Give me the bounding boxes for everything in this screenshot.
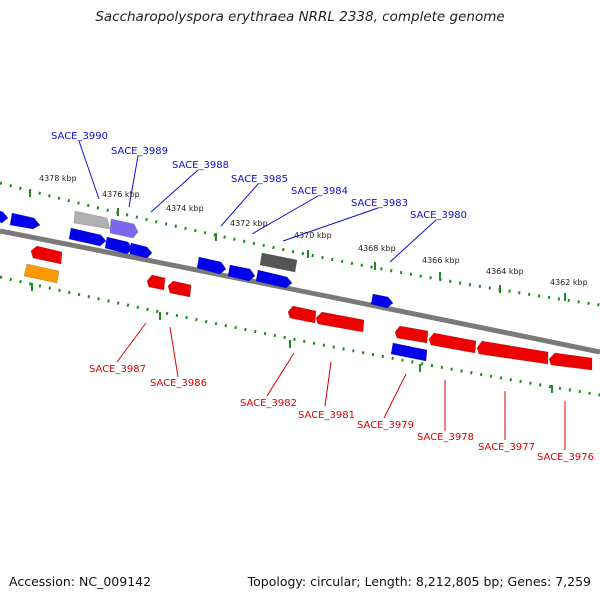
gene-label[interactable]: SACE_3990: [51, 131, 108, 142]
outer-major-ticks: [29, 189, 566, 301]
kbp-label: 4378 kbp: [39, 174, 77, 183]
gene-arrow[interactable]: [196, 256, 227, 275]
gene-arrow[interactable]: [129, 242, 153, 259]
gene-label[interactable]: SACE_3989: [111, 146, 168, 157]
kbp-label: 4368 kbp: [358, 244, 396, 253]
gene-arrow[interactable]: [476, 340, 549, 365]
kbp-label: 4370 kbp: [294, 231, 332, 240]
gene-label[interactable]: SACE_3978: [417, 432, 474, 443]
kbp-label: 4362 kbp: [550, 278, 588, 287]
gene-arrow[interactable]: [370, 293, 394, 309]
gene-label[interactable]: SACE_3988: [172, 160, 229, 171]
kbp-label: 4374 kbp: [166, 204, 204, 213]
gene-arrow[interactable]: [315, 311, 365, 333]
kbp-label: 4372 kbp: [230, 219, 268, 228]
kbp-label: 4376 kbp: [102, 190, 140, 199]
gene-arrow[interactable]: [73, 210, 111, 230]
gene-label[interactable]: SACE_3979: [357, 420, 414, 431]
gene-arrow[interactable]: [30, 245, 63, 265]
gene-label[interactable]: SACE_3976: [537, 452, 594, 463]
gene-arrow[interactable]: [167, 280, 192, 298]
gene-arrow[interactable]: [0, 210, 9, 224]
gene-arrow[interactable]: [548, 352, 593, 371]
gene-arrow[interactable]: [287, 305, 317, 324]
gene-label[interactable]: SACE_3980: [410, 210, 467, 221]
gene-arrow[interactable]: [9, 212, 41, 230]
gene-arrow[interactable]: [146, 274, 166, 291]
gene-arrow[interactable]: [255, 269, 293, 289]
gene-label[interactable]: SACE_3982: [240, 398, 297, 409]
genome-backbone: [0, 228, 600, 355]
accession-text: Accession: NC_009142: [9, 574, 152, 589]
gene-label[interactable]: SACE_3977: [478, 442, 535, 453]
gene-arrow[interactable]: [394, 325, 429, 344]
gene-arrow[interactable]: [23, 263, 60, 284]
gene-arrow[interactable]: [104, 236, 134, 255]
gene-arrow[interactable]: [227, 264, 256, 282]
page-title: Saccharopolyspora erythraea NRRL 2338, c…: [95, 9, 505, 25]
gene-arrow[interactable]: [390, 342, 428, 362]
gene-arrow[interactable]: [259, 252, 298, 273]
inner-major-ticks: [31, 283, 553, 393]
gene-label[interactable]: SACE_3984: [291, 186, 348, 197]
gene-label[interactable]: SACE_3987: [89, 364, 146, 375]
kbp-label: 4366 kbp: [422, 256, 460, 265]
gene-arrow[interactable]: [428, 332, 477, 354]
forward-genes: [0, 210, 428, 362]
gene-label[interactable]: SACE_3983: [351, 198, 408, 209]
gene-arrow[interactable]: [109, 218, 139, 239]
forward-leaders: [78, 140, 437, 263]
kbp-label: 4364 kbp: [486, 267, 524, 276]
genome-summary-text: Topology: circular; Length: 8,212,805 bp…: [247, 574, 591, 589]
reverse-genes: [23, 245, 593, 371]
gene-arrow[interactable]: [68, 227, 107, 247]
gene-label[interactable]: SACE_3986: [150, 378, 207, 389]
reverse-leaders: [116, 322, 566, 450]
gene-label[interactable]: SACE_3985: [231, 174, 288, 185]
gene-label[interactable]: SACE_3981: [298, 410, 355, 421]
